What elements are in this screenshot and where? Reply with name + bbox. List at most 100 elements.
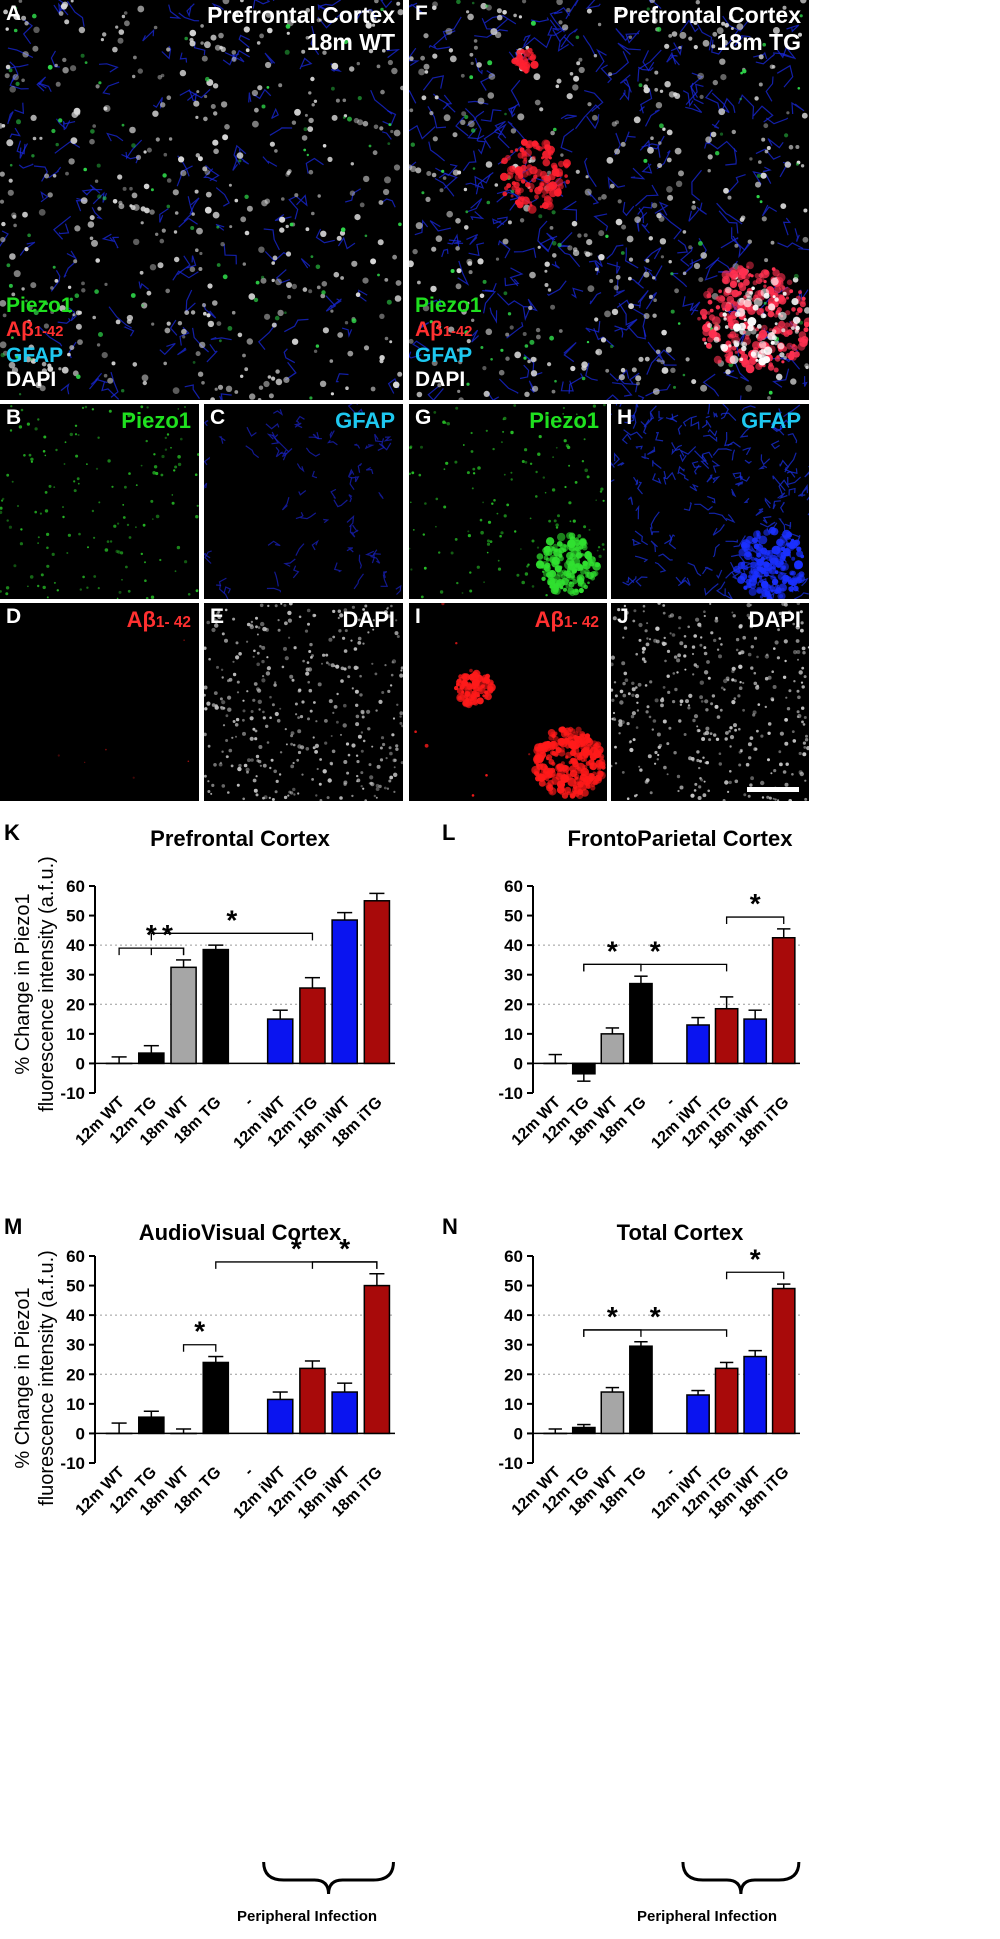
bar-12m-itg: [714, 1007, 739, 1065]
panel-f-title: Prefrontal Cortex 18m TG: [613, 2, 801, 56]
panel-label-m: M: [4, 1214, 23, 1239]
bar-18m-iwt: [743, 1355, 768, 1435]
bar-18m-itg: [771, 937, 796, 1065]
x-tick-label: -: [241, 1464, 257, 1480]
peripheral-infection-label-m: Peripheral Infection: [237, 1908, 378, 1925]
panel-f-merged-tg: F Prefrontal Cortex 18m TG Piezo1 Aβ1-42…: [409, 0, 809, 400]
panel-a-merged-wt: A Prefrontal Cortex 18m WT Piezo1 Aβ1-42…: [0, 0, 403, 400]
significance-star: *: [339, 1233, 350, 1264]
significance-star: *: [291, 1233, 302, 1264]
legend-dapi: DAPI: [415, 368, 466, 391]
legend-abeta: Aβ1-42: [415, 318, 473, 341]
significance-bracket: [182, 1344, 217, 1352]
y-tick-label: 50: [66, 907, 85, 926]
bar-18m-itg: [363, 900, 391, 1065]
y-tick-label: 30: [504, 966, 523, 985]
legend-abeta: Aβ1-42: [6, 318, 64, 341]
bar-12m-iwt: [266, 1018, 294, 1065]
y-tick-label: 0: [514, 1424, 523, 1443]
y-tick-label: 30: [504, 1336, 523, 1355]
y-tick-label: 0: [514, 1054, 523, 1073]
peripheral-infection-label-n: Peripheral Infection: [637, 1908, 778, 1925]
micrograph-c: [204, 404, 402, 599]
bar-18m-iwt: [331, 919, 358, 1065]
significance-star: *: [607, 1301, 618, 1332]
panel-a-title: Prefrontal Cortex 18m WT: [207, 2, 395, 56]
bar-12m-tg: [138, 1416, 165, 1435]
significance-star: *: [650, 1301, 661, 1332]
y-tick-label: -10: [60, 1084, 85, 1103]
significance-star: *: [607, 935, 618, 966]
panel-e-dapi: E DAPI: [204, 603, 403, 801]
bar-12m-tg: [571, 1062, 596, 1075]
significance-bracket: [725, 916, 785, 925]
legend-piezo1: Piezo1: [6, 294, 73, 317]
y-tick-label: -10: [60, 1454, 85, 1473]
bar-12m-iwt: [266, 1398, 294, 1435]
panel-label-g: G: [415, 406, 432, 429]
bar-18m-iwt: [331, 1391, 358, 1435]
y-tick-label: 10: [66, 1025, 85, 1044]
y-tick-label: 60: [504, 877, 523, 896]
panel-label-n: N: [442, 1214, 458, 1239]
legend-piezo1: Piezo1: [415, 294, 482, 317]
panel-a-group: 18m WT: [306, 29, 395, 55]
panel-label-b: B: [6, 406, 22, 429]
panel-label-f: F: [415, 2, 428, 25]
bar-18m-wt: [600, 1033, 625, 1065]
panel-a-region: Prefrontal Cortex: [207, 2, 395, 28]
micrograph-a: [0, 0, 403, 400]
bar-18m-tg: [629, 1345, 653, 1435]
y-tick-label: 30: [66, 1336, 85, 1355]
bar-18m-tg: [629, 982, 653, 1065]
bar-18m-tg: [202, 948, 230, 1065]
y-tick-label: 40: [66, 936, 85, 955]
significance-star: *: [650, 935, 661, 966]
chart-title-m: AudioVisual Cortex: [138, 1220, 342, 1245]
legend-dapi: DAPI: [6, 368, 57, 391]
bar-12m-tg: [138, 1052, 165, 1065]
y-tick-label: 50: [66, 1277, 85, 1296]
chart-title-k: Prefrontal Cortex: [150, 826, 330, 851]
panel-h-gfap: H GFAP: [611, 404, 809, 599]
y-tick-label: 20: [66, 1365, 85, 1384]
significance-bracket: [583, 963, 728, 972]
channel-label-d: Aβ1- 42: [126, 607, 191, 632]
infection-brace: [681, 1861, 801, 1895]
micrograph-g: [409, 404, 606, 599]
y-tick-label: 0: [76, 1424, 85, 1443]
x-tick-label: -: [241, 1094, 257, 1110]
panel-label-l: L: [442, 820, 456, 845]
y-tick-label: 50: [504, 907, 523, 926]
scale-bar: [747, 787, 799, 792]
panel-label-h: H: [617, 406, 633, 429]
micrograph-j: [611, 603, 809, 801]
significance-star: *: [162, 919, 173, 950]
y-tick-label: 50: [504, 1277, 523, 1296]
micrograph-h: [611, 404, 809, 599]
legend-gfap: GFAP: [6, 344, 64, 367]
significance-star: *: [226, 904, 237, 935]
y-tick-label: 10: [504, 1395, 523, 1414]
y-tick-label: 20: [504, 995, 523, 1014]
significance-bracket: [150, 947, 185, 956]
panel-d-abeta: D Aβ1- 42: [0, 603, 199, 801]
bar-12m-iwt: [686, 1394, 710, 1435]
panel-label-e: E: [210, 605, 225, 628]
channel-label-g: Piezo1: [529, 408, 599, 433]
bar-18m-iwt: [743, 1018, 768, 1065]
bar-18m-itg: [771, 1287, 796, 1435]
y-tick-label: 0: [76, 1054, 85, 1073]
channel-legend-a: Piezo1 Aβ1-42 GFAP DAPI: [6, 294, 73, 392]
channel-label-e: DAPI: [342, 607, 395, 632]
y-tick-label: -10: [498, 1454, 523, 1473]
y-tick-label: 60: [66, 1247, 85, 1266]
channel-label-c: GFAP: [335, 408, 395, 433]
bar-18m-itg: [363, 1284, 391, 1435]
chart-title-n: Total Cortex: [616, 1220, 744, 1245]
panel-f-region: Prefrontal Cortex: [613, 2, 801, 28]
y-tick-label: -10: [498, 1084, 523, 1103]
